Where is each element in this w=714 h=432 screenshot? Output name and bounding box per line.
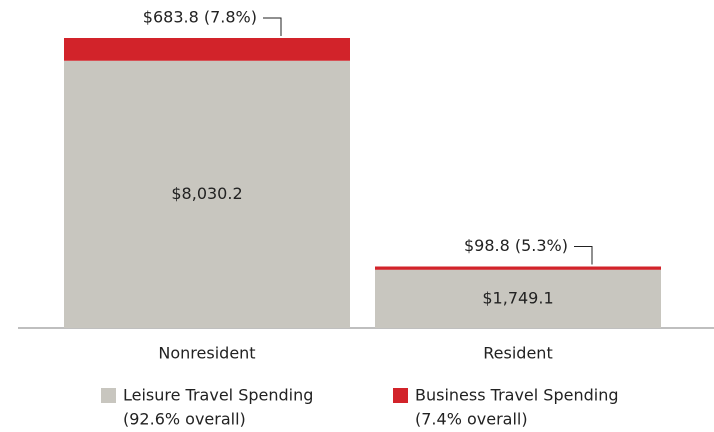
bar-segment: [375, 266, 661, 270]
leader-line: [263, 17, 282, 36]
x-tick-label: Nonresident: [158, 344, 255, 363]
bar-segment: [64, 60, 350, 328]
legend-swatch: [393, 388, 408, 403]
bar-segment: [64, 38, 350, 61]
value-label: $98.8 (5.3%): [464, 236, 568, 255]
bar-segment: [375, 269, 661, 328]
legend-label: Leisure Travel Spending: [123, 386, 313, 405]
value-label: $8,030.2: [171, 184, 242, 203]
legend-label: Business Travel Spending: [415, 386, 618, 405]
legend-note: (7.4% overall): [415, 410, 528, 429]
value-label: $1,749.1: [482, 288, 553, 307]
x-tick-label: Resident: [483, 344, 552, 363]
legend-swatch: [101, 388, 116, 403]
leader-line: [574, 246, 593, 265]
value-label: $683.8 (7.8%): [143, 8, 257, 27]
legend-note: (92.6% overall): [123, 410, 246, 429]
